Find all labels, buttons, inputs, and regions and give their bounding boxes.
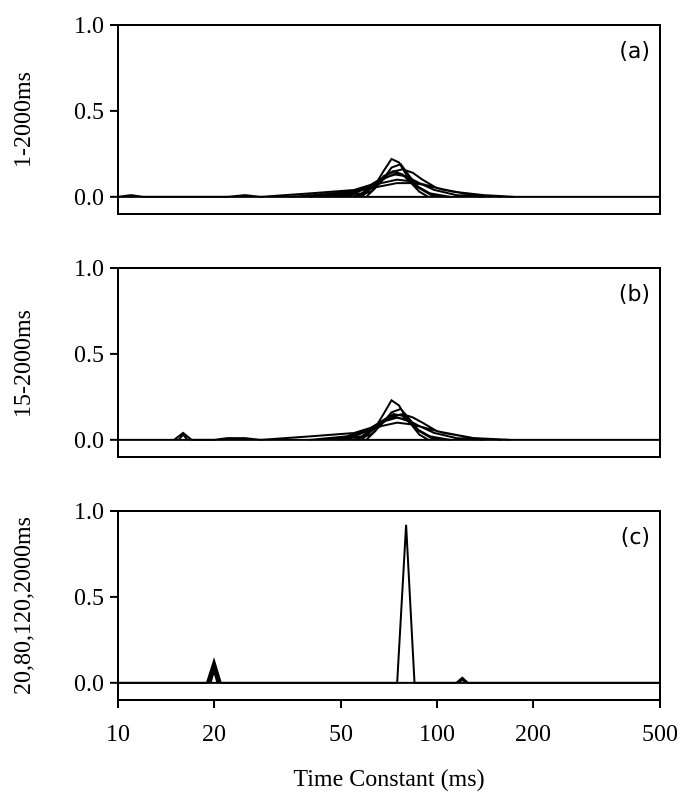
panel-c: (c) 20,80,120,2000ms 0.0 0.5 1.0 xyxy=(10,499,661,701)
xtick-label-2: 50 xyxy=(329,721,353,747)
panel-b-frame xyxy=(117,267,661,458)
panel-b-ytick-label-0: 0.0 xyxy=(74,428,104,454)
xtick-label-0: 10 xyxy=(106,721,130,747)
panel-b-series-6 xyxy=(309,421,503,441)
panel-a-yticks: 0.0 0.5 1.0 xyxy=(74,13,118,211)
panel-c-ytick-label-2: 1.0 xyxy=(74,499,104,525)
panel-b-ytick-label-2: 1.0 xyxy=(74,256,104,282)
panel-a-letter: (a) xyxy=(619,39,650,64)
panel-a-series-8 xyxy=(360,171,445,198)
panel-c-yticks: 0.0 0.5 1.0 xyxy=(74,499,118,697)
x-axis: 10 20 50 100 200 500 xyxy=(106,700,678,747)
panel-c-series-2 xyxy=(207,662,221,684)
panel-b-yticks: 0.0 0.5 1.0 xyxy=(74,256,118,454)
panel-c-plot xyxy=(118,524,660,684)
panel-c-letter: (c) xyxy=(621,525,650,550)
panel-b-series-1 xyxy=(173,413,511,441)
panel-a-ylabel: 1-2000ms xyxy=(10,72,36,168)
xtick-label-4: 200 xyxy=(515,721,551,747)
panel-a-series-1 xyxy=(117,168,511,198)
panel-b-ytick-label-1: 0.5 xyxy=(74,342,104,368)
panel-b-series-7 xyxy=(365,412,429,441)
panel-c-series-3 xyxy=(209,667,219,684)
panel-a: (a) 1-2000ms 0.0 0.5 1.0 xyxy=(10,13,661,215)
xtick-label-3: 100 xyxy=(419,721,455,747)
panel-a-ytick-label-2: 1.0 xyxy=(74,13,104,39)
panel-c-frame xyxy=(117,510,661,701)
panel-c-ylabel: 20,80,120,2000ms xyxy=(10,517,36,695)
panel-a-plot xyxy=(117,157,660,198)
panel-b-ylabel: 15-2000ms xyxy=(10,310,36,418)
panel-b-series-8 xyxy=(360,416,445,441)
panel-b-plot xyxy=(118,398,660,441)
panel-a-frame xyxy=(117,24,661,215)
panel-a-ytick-label-0: 0.0 xyxy=(74,185,104,211)
panel-b: (b) 15-2000ms 0.0 0.5 1.0 xyxy=(10,256,661,458)
panel-b-letter: (b) xyxy=(619,282,650,307)
panel-c-series-4 xyxy=(458,677,467,684)
panel-a-ytick-label-1: 0.5 xyxy=(74,99,104,125)
xtick-label-5: 500 xyxy=(642,721,678,747)
panel-a-series-6 xyxy=(291,182,515,198)
panel-c-ytick-label-0: 0.0 xyxy=(74,671,104,697)
xtick-label-1: 20 xyxy=(202,721,226,747)
panel-b-series-2 xyxy=(177,433,189,441)
panel-c-ytick-label-1: 0.5 xyxy=(74,585,104,611)
x-axis-title: Time Constant (ms) xyxy=(293,766,484,792)
panel-c-series-1 xyxy=(118,524,660,684)
